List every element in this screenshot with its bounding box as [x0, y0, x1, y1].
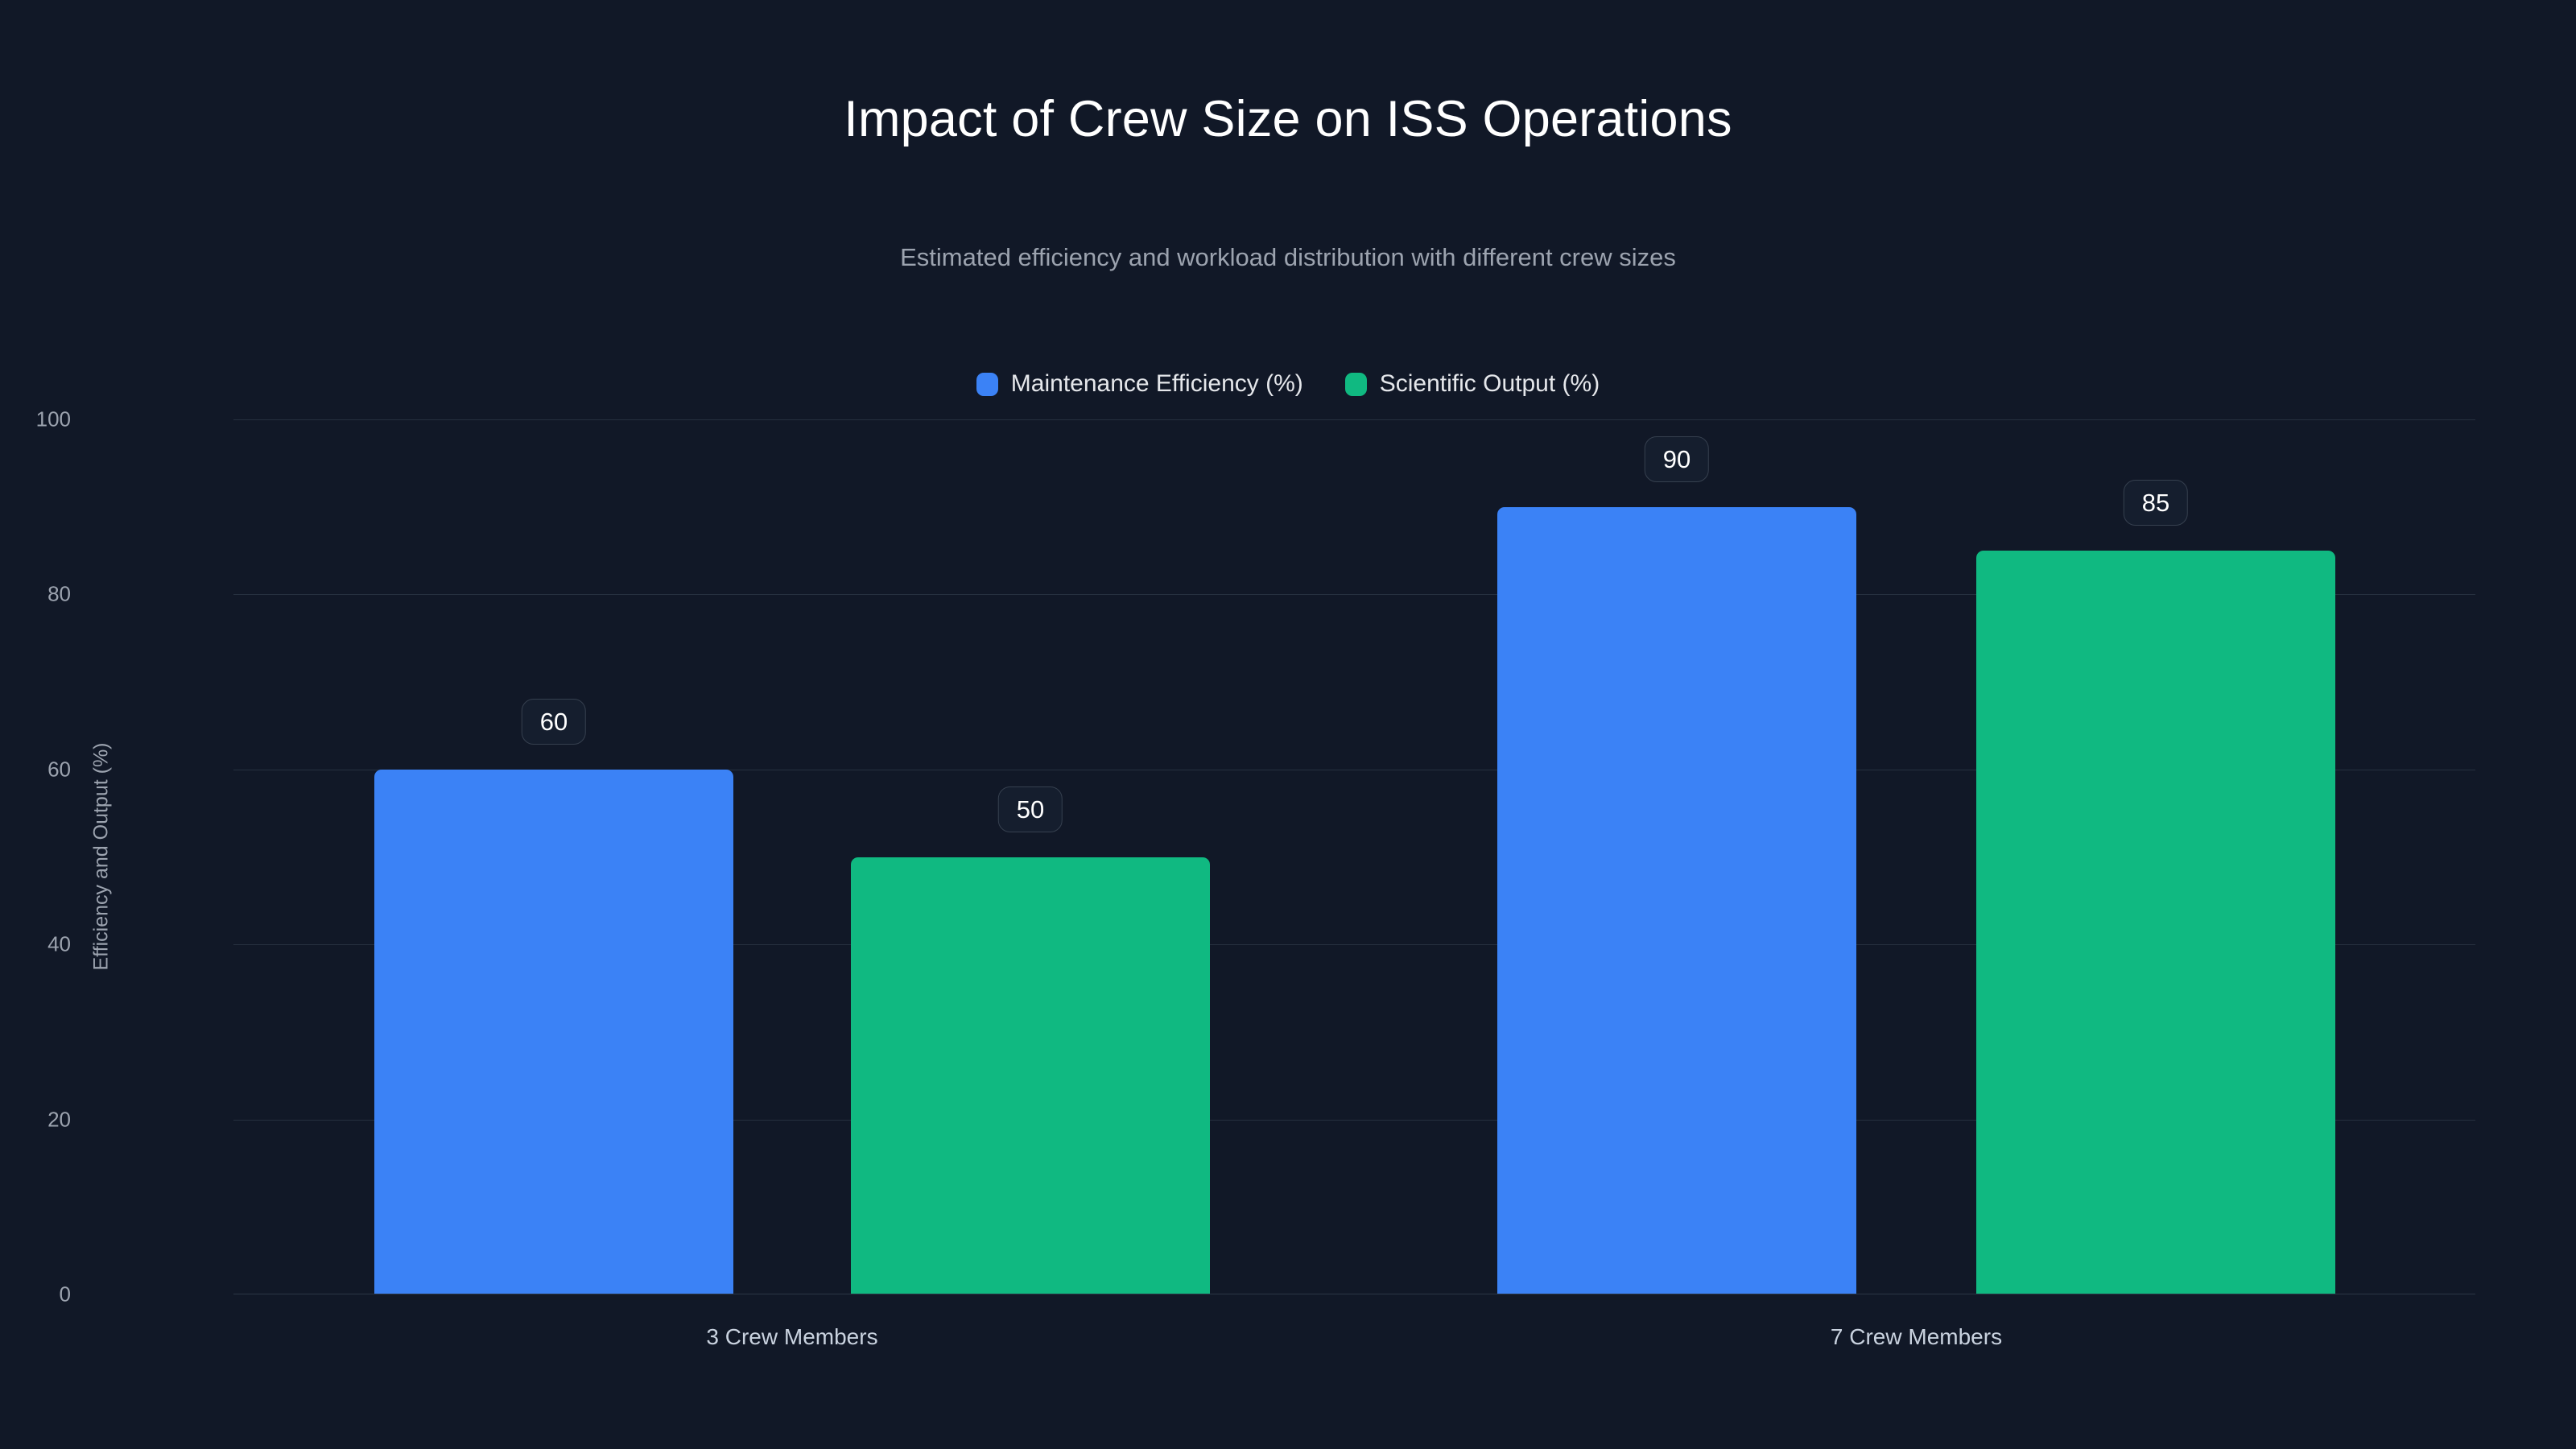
y-axis-tick-label: 80 — [47, 581, 71, 606]
chart-title: Impact of Crew Size on ISS Operations — [844, 91, 1732, 147]
x-axis-category-label: 3 Crew Members — [706, 1324, 878, 1349]
bar-value-label: 85 — [2123, 480, 2189, 526]
gridline — [233, 594, 2475, 596]
y-axis-tick-label: 0 — [59, 1282, 71, 1307]
legend-item-label: Scientific Output (%) — [1379, 370, 1600, 397]
chart-legend: Maintenance Efficiency (%) Scientific Ou… — [0, 370, 2576, 398]
y-axis-title: Efficiency and Output (%) — [89, 742, 113, 971]
y-axis-tick-label: 100 — [35, 407, 71, 431]
gridline — [233, 1119, 2475, 1121]
y-axis-tick-label: 40 — [47, 931, 71, 956]
legend-item-maintenance-efficiency[interactable]: Maintenance Efficiency (%) — [976, 370, 1303, 398]
bar[interactable] — [1497, 506, 1856, 1294]
bar[interactable] — [1976, 551, 2335, 1294]
plot-area — [233, 419, 2475, 1294]
gridline — [233, 419, 2475, 420]
y-axis-tick-label: 60 — [47, 757, 71, 782]
legend-item-scientific-output[interactable]: Scientific Output (%) — [1344, 370, 1600, 398]
bar-value-label: 50 — [997, 786, 1063, 832]
gridline — [233, 944, 2475, 946]
legend-swatch-icon — [1344, 372, 1367, 396]
x-axis-category-label: 7 Crew Members — [1830, 1324, 2003, 1349]
bar[interactable] — [374, 769, 733, 1294]
bar-value-label: 90 — [1644, 436, 1710, 482]
legend-item-label: Maintenance Efficiency (%) — [1010, 370, 1303, 397]
legend-swatch-icon — [976, 372, 998, 396]
y-axis-tick-label: 20 — [47, 1107, 71, 1132]
bar-value-label: 60 — [521, 698, 587, 745]
bar[interactable] — [851, 857, 1210, 1294]
chart-subtitle: Estimated efficiency and workload distri… — [900, 243, 1676, 271]
